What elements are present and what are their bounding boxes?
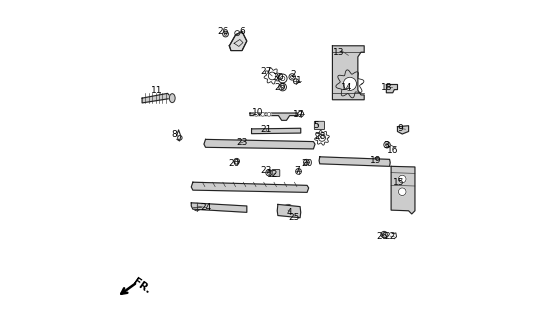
Circle shape — [268, 72, 276, 80]
Text: 18: 18 — [380, 83, 392, 92]
Polygon shape — [192, 182, 309, 192]
Circle shape — [399, 188, 406, 196]
Polygon shape — [229, 32, 247, 51]
Polygon shape — [192, 203, 247, 212]
Text: 15: 15 — [393, 178, 405, 187]
Text: 22: 22 — [384, 232, 395, 241]
Text: 28: 28 — [314, 132, 325, 141]
Polygon shape — [277, 204, 301, 218]
Polygon shape — [391, 166, 415, 214]
Text: 23: 23 — [236, 138, 247, 147]
Text: 5: 5 — [314, 121, 320, 130]
FancyBboxPatch shape — [314, 121, 324, 130]
Text: 17: 17 — [293, 109, 305, 118]
Polygon shape — [250, 113, 298, 120]
Circle shape — [318, 134, 325, 141]
Text: 19: 19 — [370, 156, 381, 164]
Text: 12: 12 — [266, 170, 278, 179]
Text: 11: 11 — [151, 86, 162, 95]
Polygon shape — [252, 128, 301, 134]
Text: 8: 8 — [171, 130, 176, 139]
Polygon shape — [204, 140, 315, 149]
Text: 24: 24 — [200, 203, 211, 212]
Text: 4: 4 — [287, 208, 293, 217]
Text: 30: 30 — [273, 73, 284, 82]
Text: 2: 2 — [290, 70, 295, 79]
Polygon shape — [319, 157, 390, 166]
Text: 26: 26 — [376, 232, 387, 241]
Circle shape — [399, 175, 406, 183]
Text: 13: 13 — [333, 48, 344, 57]
Polygon shape — [386, 84, 398, 93]
Text: 26: 26 — [217, 27, 229, 36]
Text: 27: 27 — [260, 67, 272, 76]
Polygon shape — [142, 93, 172, 103]
Circle shape — [267, 112, 271, 116]
Text: 20: 20 — [229, 159, 240, 168]
Polygon shape — [332, 46, 364, 100]
Text: 29: 29 — [274, 83, 286, 92]
Text: 9: 9 — [398, 124, 404, 133]
Text: 14: 14 — [341, 83, 352, 92]
FancyBboxPatch shape — [272, 170, 280, 177]
Text: 10: 10 — [252, 108, 264, 117]
Text: 20: 20 — [301, 159, 313, 168]
Polygon shape — [398, 126, 408, 134]
Text: 25: 25 — [289, 212, 300, 222]
Circle shape — [343, 77, 357, 91]
Text: 21: 21 — [260, 125, 272, 134]
Text: 6: 6 — [239, 27, 245, 36]
Circle shape — [254, 112, 258, 116]
Text: 23: 23 — [260, 166, 272, 175]
Text: 16: 16 — [387, 146, 399, 155]
Text: 3: 3 — [384, 141, 390, 150]
Text: 1: 1 — [296, 76, 302, 85]
Text: 7: 7 — [295, 166, 300, 175]
Ellipse shape — [169, 94, 175, 103]
Circle shape — [261, 112, 265, 116]
Text: FR.: FR. — [131, 276, 153, 296]
